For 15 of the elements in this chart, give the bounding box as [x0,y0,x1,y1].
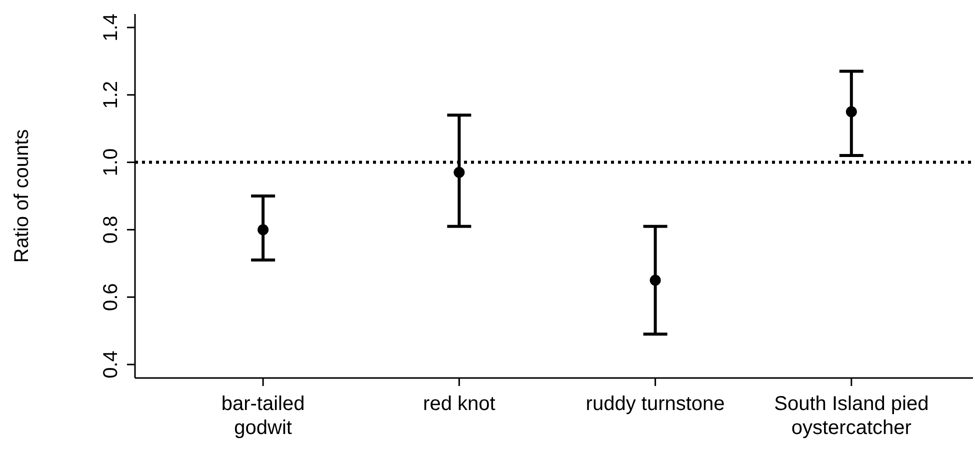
y-tick-label: 0.4 [100,350,122,378]
x-tick-label: South Island pied oystercatcher [774,393,929,439]
y-tick-label: 1.2 [100,80,122,109]
y-tick-label: 0.6 [100,283,122,312]
x-tick-label: ruddy turnstone [586,393,725,415]
point [258,224,269,236]
point [454,166,465,178]
point [846,106,857,118]
x-tick-label: bar-tailed godwit [221,393,305,439]
y-axis-title: Ratio of counts [11,129,34,263]
y-tick-label: 1.4 [100,14,122,42]
point [650,274,661,286]
x-tick-label: red knot [423,393,496,415]
y-tick-label: 0.8 [100,216,122,244]
y-tick-label: 1.0 [100,148,122,176]
